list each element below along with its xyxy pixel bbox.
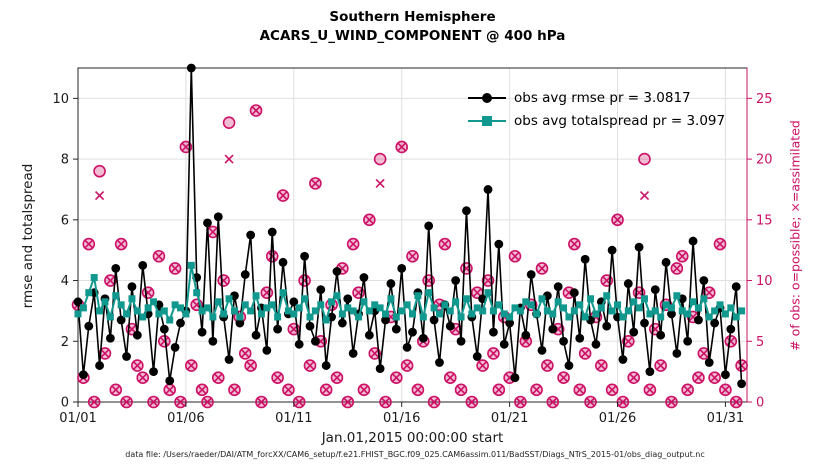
svg-text:01/31: 01/31 [707, 411, 744, 426]
svg-text:8: 8 [61, 153, 69, 168]
svg-text:10: 10 [52, 92, 69, 107]
title-line-1: Southern Hemisphere [329, 9, 496, 25]
data-file-caption: data file: /Users/raeder/DAI/ATM_forcXX/… [125, 450, 705, 459]
svg-text:0: 0 [756, 396, 764, 411]
totalspread-legend-marker [468, 115, 506, 127]
svg-text:5: 5 [756, 335, 764, 350]
svg-text:15: 15 [756, 213, 773, 228]
y-axis-label-left: rmse and totalspread [20, 163, 36, 309]
totalspread-square-icon [482, 115, 492, 126]
svg-text:01/11: 01/11 [275, 411, 312, 426]
svg-text:20: 20 [756, 153, 773, 168]
totalspread-legend-label: obs avg totalspread pr = 3.097 [514, 112, 726, 129]
legend-row-rmse: obs avg rmse pr = 3.0817 [468, 86, 725, 109]
rmse-legend-label: obs avg rmse pr = 3.0817 [514, 89, 691, 106]
chart-title: Southern Hemisphere ACARS_U_WIND_COMPONE… [78, 8, 747, 46]
legend-row-totalspread: obs avg totalspread pr = 3.097 [468, 109, 725, 132]
svg-text:01/06: 01/06 [167, 411, 204, 426]
x-axis-label: Jan.01,2015 00:00:00 start [321, 430, 504, 446]
svg-text:25: 25 [756, 92, 773, 107]
svg-text:10: 10 [756, 274, 773, 289]
rmse-legend-marker [468, 92, 506, 104]
svg-text:01/16: 01/16 [383, 411, 420, 426]
svg-text:01/01: 01/01 [59, 411, 96, 426]
svg-text:6: 6 [61, 213, 69, 228]
y-axis-label-right: # of obs: o=possible; ×=assimilated [787, 120, 803, 351]
svg-text:0: 0 [61, 396, 69, 411]
title-line-2: ACARS_U_WIND_COMPONENT @ 400 hPa [259, 28, 566, 44]
rmse-circle-icon [482, 92, 492, 103]
svg-text:01/21: 01/21 [491, 411, 528, 426]
svg-text:4: 4 [61, 274, 69, 289]
svg-text:01/26: 01/26 [599, 411, 636, 426]
legend: obs avg rmse pr = 3.0817 obs avg totalsp… [468, 86, 725, 132]
svg-text:2: 2 [61, 335, 69, 350]
